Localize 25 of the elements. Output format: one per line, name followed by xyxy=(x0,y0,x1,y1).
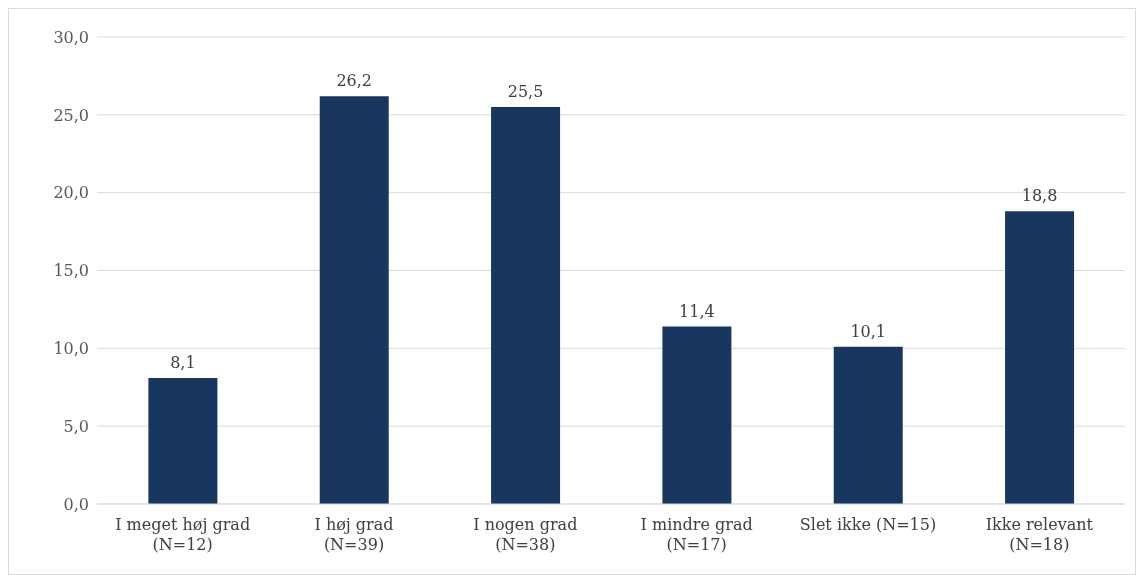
bar xyxy=(491,107,561,504)
bar xyxy=(833,346,903,504)
x-tick-label: I høj grad (N=39) xyxy=(314,515,394,554)
y-tick-label: 15,0 xyxy=(53,261,89,281)
y-tick-label: 25,0 xyxy=(53,105,89,125)
x-tick-label: I meget høj grad (N=12) xyxy=(115,515,251,554)
bar xyxy=(662,326,732,504)
y-tick-label: 5,0 xyxy=(63,416,89,436)
y-tick-label: 0,0 xyxy=(63,494,89,514)
data-label: 10,1 xyxy=(850,321,887,341)
bar xyxy=(148,377,218,504)
x-tick-label: I nogen grad (N=38) xyxy=(473,515,578,554)
x-tick-label: Ikke relevant (N=18) xyxy=(985,515,1094,554)
bar xyxy=(319,96,389,504)
x-tick-label: Slet ikke (N=15) xyxy=(799,515,937,535)
x-tick-label: I mindre grad (N=17) xyxy=(640,515,753,554)
data-label: 8,1 xyxy=(170,352,196,372)
y-tick-label: 10,0 xyxy=(53,339,89,359)
data-label: 25,5 xyxy=(507,82,544,102)
y-tick-label: 30,0 xyxy=(53,27,89,47)
data-label: 26,2 xyxy=(336,71,373,91)
bar xyxy=(1005,211,1075,504)
data-label: 11,4 xyxy=(679,301,715,321)
data-label: 18,8 xyxy=(1021,186,1058,206)
y-tick-label: 20,0 xyxy=(53,183,89,203)
